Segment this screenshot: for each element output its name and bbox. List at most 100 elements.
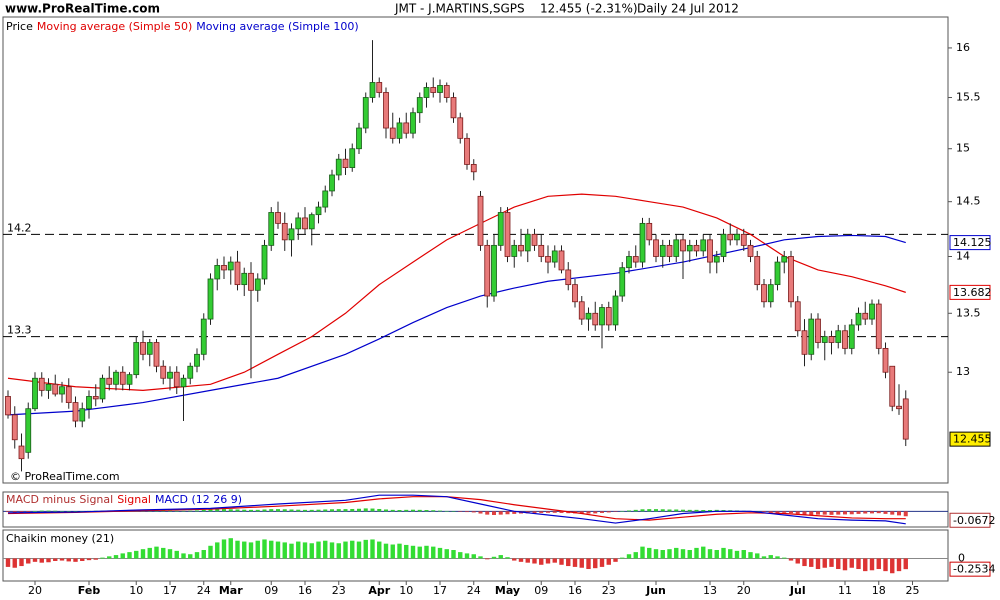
candle-body (896, 405, 902, 410)
histogram-bar (215, 508, 220, 512)
chaikin-bar (734, 550, 740, 559)
candle-body (248, 272, 254, 291)
candle-body (477, 195, 484, 246)
copyright: © ProRealTime.com (10, 470, 120, 483)
candle-body (403, 122, 410, 134)
chaikin-bar (485, 558, 490, 560)
candle-body (464, 137, 470, 165)
histogram-bar (633, 509, 638, 512)
histogram-bar (397, 510, 402, 512)
histogram-bar (694, 509, 699, 512)
candle-body (430, 87, 437, 93)
chaikin-bar (336, 543, 341, 559)
candle-body (160, 365, 167, 379)
chaikin-bar (147, 547, 152, 559)
chaikin-bar (113, 555, 119, 559)
chaikin-bar (680, 549, 686, 559)
histogram-bar (384, 509, 388, 512)
chaikin-bar (19, 558, 24, 567)
candle-body (491, 244, 497, 297)
candle-body (599, 307, 605, 326)
candle-body (86, 396, 92, 410)
candle-body (693, 244, 700, 252)
candle-body (25, 408, 32, 453)
histogram-bar (640, 509, 645, 512)
candle-body (302, 217, 308, 230)
histogram-bar (701, 510, 706, 512)
chaikin-bar (107, 556, 112, 559)
chaikin-bar (809, 558, 814, 567)
histogram-bar (512, 511, 517, 514)
candle-body (774, 261, 781, 286)
chaikin-bar (46, 558, 51, 563)
histogram-bar (849, 511, 854, 515)
candle-body (720, 233, 727, 257)
candle-body (227, 261, 234, 271)
candle-body (79, 408, 86, 422)
histogram-bar (377, 508, 382, 512)
chaikin-bar (903, 558, 908, 570)
candle-body (268, 212, 275, 246)
candle-body (410, 112, 416, 134)
histogram-bar (579, 511, 584, 514)
candle-body (788, 256, 794, 303)
chaikin-bar (761, 556, 767, 559)
histogram-bar (6, 511, 10, 513)
chaikin-bar (863, 558, 868, 572)
candle-body (848, 324, 855, 349)
histogram-bar (222, 509, 226, 512)
candle-body (619, 267, 626, 297)
histogram-bar (654, 509, 658, 512)
histogram-bar (586, 511, 591, 514)
level-label: 13.3 (7, 324, 32, 337)
histogram-bar (357, 508, 361, 512)
histogram-bar (60, 510, 64, 512)
histogram-bar (667, 509, 672, 512)
histogram-bar (660, 509, 665, 512)
candle-body (450, 97, 457, 119)
candle-body (497, 212, 504, 246)
x-tick-label: 16 (568, 584, 582, 597)
chaikin-bar (208, 545, 213, 559)
chaikin-bar (134, 550, 139, 559)
histogram-bar (262, 509, 267, 512)
x-tick-label: 09 (264, 584, 278, 597)
chaikin-bar (174, 550, 179, 559)
histogram-bar (249, 509, 253, 512)
y-tick-label: 16 (956, 41, 970, 54)
y-tick-label: 13.5 (956, 306, 981, 319)
histogram-bar (350, 508, 355, 512)
period: Daily (637, 2, 667, 16)
macd-value-tag-box (949, 512, 991, 528)
histogram-bar (26, 511, 31, 513)
chaikin-bar (431, 546, 436, 559)
histogram-bar (343, 509, 348, 512)
level-label: 14.2 (7, 221, 32, 234)
chaikin-bar (714, 550, 719, 559)
candle-body (45, 383, 52, 391)
x-tick-label: 23 (332, 584, 346, 597)
candle-body (889, 365, 896, 407)
chaikin-bar (26, 558, 31, 564)
histogram-bar (465, 511, 469, 513)
candle-body (92, 396, 99, 400)
chaikin-bar (559, 558, 564, 565)
chaikin-bar (532, 558, 537, 564)
histogram-bar (438, 510, 442, 512)
chaikin-bar (782, 557, 787, 559)
histogram-bar (795, 511, 800, 514)
candle-body (504, 212, 511, 257)
candle-body (828, 336, 835, 343)
candle-body (207, 278, 214, 320)
chaikin-bar (822, 558, 827, 568)
histogram-bar (789, 511, 793, 514)
histogram-bar (836, 511, 841, 515)
chaikin-bar (410, 545, 416, 559)
chaikin-bar (586, 558, 591, 570)
candle-body (734, 233, 740, 241)
histogram-bar (73, 511, 78, 512)
date: 24 Jul 2012 (671, 2, 739, 16)
histogram-bar (195, 510, 199, 512)
